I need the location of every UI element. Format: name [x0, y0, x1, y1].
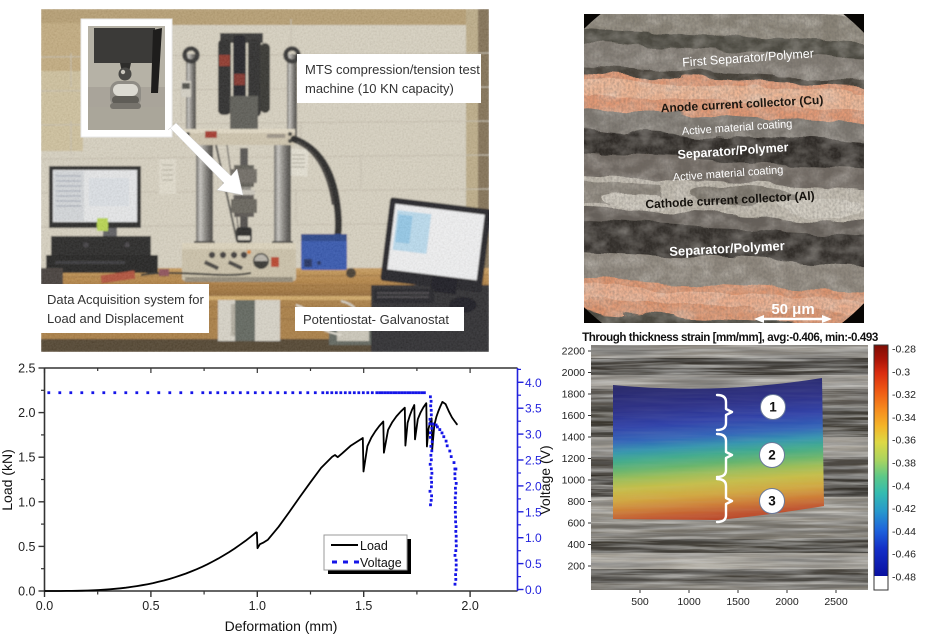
svg-text:Potentiostat- Galvanostat: Potentiostat- Galvanostat	[303, 312, 449, 327]
svg-text:machine (10 KN capacity): machine (10 KN capacity)	[305, 81, 454, 96]
svg-text:Load and Displacement: Load and Displacement	[47, 311, 184, 326]
svg-text:2.0: 2.0	[525, 479, 542, 493]
svg-text:Voltage (V): Voltage (V)	[537, 445, 553, 514]
svg-text:1500: 1500	[726, 596, 750, 608]
svg-text:-0.3: -0.3	[892, 366, 910, 378]
svg-text:600: 600	[567, 518, 585, 530]
svg-text:0.0: 0.0	[18, 585, 35, 599]
svg-text:2.5: 2.5	[525, 454, 542, 468]
svg-text:3.5: 3.5	[525, 402, 542, 416]
svg-text:2000: 2000	[775, 596, 799, 608]
svg-text:1600: 1600	[562, 410, 586, 422]
svg-text:2.5: 2.5	[18, 362, 35, 376]
svg-text:-0.28: -0.28	[892, 344, 916, 356]
svg-text:1000: 1000	[677, 596, 701, 608]
svg-text:-0.48: -0.48	[892, 572, 916, 584]
svg-text:0.0: 0.0	[36, 599, 53, 613]
svg-text:1000: 1000	[562, 475, 586, 487]
svg-text:2.0: 2.0	[18, 406, 35, 420]
svg-text:0.5: 0.5	[18, 540, 35, 554]
svg-text:-0.32: -0.32	[892, 389, 916, 401]
svg-text:Load: Load	[360, 539, 388, 553]
svg-text:-0.44: -0.44	[892, 526, 916, 538]
svg-text:Separator/Polymer: Separator/Polymer	[669, 238, 785, 259]
svg-text:4.0: 4.0	[525, 376, 542, 390]
svg-text:1.5: 1.5	[525, 505, 542, 519]
svg-text:0.5: 0.5	[142, 599, 159, 613]
svg-text:50 μm: 50 μm	[771, 301, 814, 318]
svg-text:-0.46: -0.46	[892, 549, 916, 561]
svg-text:0.0: 0.0	[525, 583, 542, 597]
svg-text:2: 2	[768, 448, 776, 463]
svg-text:-0.38: -0.38	[892, 458, 916, 470]
svg-text:MTS compression/tension test: MTS compression/tension test	[305, 62, 480, 77]
svg-text:1.5: 1.5	[355, 599, 372, 613]
svg-text:1.5: 1.5	[18, 451, 35, 465]
svg-text:1400: 1400	[562, 432, 586, 444]
svg-text:2000: 2000	[562, 367, 586, 379]
svg-text:1: 1	[769, 400, 777, 415]
svg-text:1.0: 1.0	[525, 531, 542, 545]
svg-text:2.0: 2.0	[461, 599, 478, 613]
svg-text:-0.42: -0.42	[892, 503, 916, 515]
svg-text:500: 500	[631, 596, 649, 608]
svg-text:400: 400	[567, 539, 585, 551]
svg-text:0.5: 0.5	[525, 557, 542, 571]
svg-text:2200: 2200	[562, 346, 586, 358]
svg-text:1.0: 1.0	[249, 599, 266, 613]
svg-text:3.0: 3.0	[525, 428, 542, 442]
svg-text:1200: 1200	[562, 453, 586, 465]
svg-text:2500: 2500	[824, 596, 848, 608]
svg-text:Through thickness strain [mm/m: Through thickness strain [mm/mm], avg:-0…	[582, 331, 879, 344]
svg-text:-0.34: -0.34	[892, 412, 916, 424]
svg-text:-0.36: -0.36	[892, 435, 916, 447]
svg-text:200: 200	[567, 561, 585, 573]
svg-text:Deformation (mm): Deformation (mm)	[225, 618, 338, 634]
svg-text:Voltage: Voltage	[360, 556, 402, 570]
svg-text:1.0: 1.0	[18, 495, 35, 509]
svg-text:800: 800	[567, 496, 585, 508]
svg-text:3: 3	[768, 494, 776, 509]
svg-text:1800: 1800	[562, 389, 586, 401]
svg-text:-0.4: -0.4	[892, 480, 910, 492]
svg-text:Data Acquisition system for: Data Acquisition system for	[47, 292, 204, 307]
svg-text:Load (kN): Load (kN)	[0, 449, 15, 510]
